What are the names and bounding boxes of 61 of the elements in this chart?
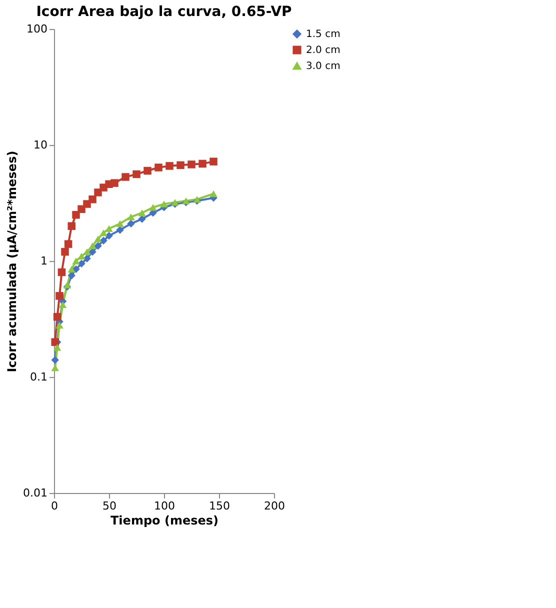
point <box>58 301 67 308</box>
y-tick-label: 1 <box>40 254 48 268</box>
point <box>105 232 113 240</box>
y-tick-label: 0.1 <box>30 370 48 384</box>
point <box>100 229 108 236</box>
point <box>83 248 91 256</box>
point <box>68 272 76 280</box>
point <box>154 164 162 172</box>
x-tick-label: 50 <box>102 500 116 512</box>
point <box>160 200 168 208</box>
point <box>61 248 69 256</box>
point <box>127 214 135 220</box>
point <box>144 166 152 175</box>
point <box>166 162 174 170</box>
x-axis-title: Tiempo (meses) <box>110 514 218 528</box>
point <box>56 292 64 300</box>
y-axis-title: Icorr acumulada (µA/cm²*meses) <box>5 150 20 372</box>
point <box>78 252 86 260</box>
x-tick-label: 0 <box>51 500 58 512</box>
point <box>72 265 80 274</box>
y-tick-label: 10 <box>34 138 48 152</box>
point <box>94 236 102 242</box>
legend-label: 3.0 cm <box>306 61 340 72</box>
point <box>63 282 72 288</box>
x-tick-label: 150 <box>209 500 230 512</box>
x-tick-label: 200 <box>264 500 285 512</box>
point <box>149 204 157 211</box>
point <box>110 179 118 187</box>
point <box>72 210 80 219</box>
legend-label: 1.5 cm <box>306 29 340 40</box>
point <box>68 266 76 273</box>
point <box>116 220 124 227</box>
point <box>127 220 135 228</box>
point <box>198 160 206 168</box>
point <box>56 322 64 328</box>
point <box>53 344 62 351</box>
point <box>51 338 59 346</box>
point <box>51 356 59 364</box>
point <box>68 222 76 230</box>
point <box>105 225 113 232</box>
point <box>53 312 62 321</box>
point <box>210 190 218 198</box>
point <box>58 268 66 276</box>
point <box>72 258 80 264</box>
point <box>176 161 184 170</box>
point <box>188 160 196 168</box>
point <box>88 242 96 250</box>
chart-title: Icorr Area bajo la curva, 0.65-VP <box>36 4 292 20</box>
point <box>122 173 130 181</box>
point <box>210 158 218 166</box>
y-tick-label: 0.01 <box>23 486 48 500</box>
point <box>138 215 146 223</box>
point <box>138 210 146 216</box>
point <box>132 170 140 178</box>
point <box>88 195 96 204</box>
legend-label: 2.0 cm <box>306 45 340 56</box>
point <box>64 240 72 248</box>
x-tick-label: 100 <box>154 500 175 512</box>
point <box>94 242 102 250</box>
y-tick-label: 100 <box>26 22 48 36</box>
point <box>116 226 124 234</box>
